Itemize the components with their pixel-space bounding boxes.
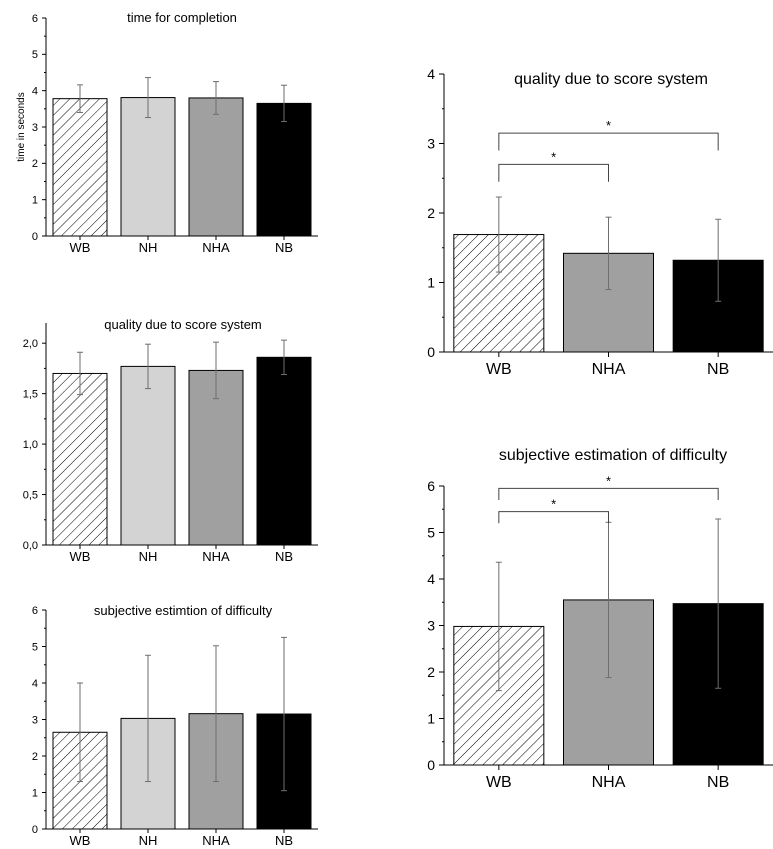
chart-plot-area: 0 1 2 3 4 WB NHA NB * *	[427, 66, 773, 378]
chart-difficulty-large: subjective estimation of difficulty 0 1 2 3…	[427, 447, 773, 791]
x-tick-label: NH	[139, 240, 158, 255]
x-tick-label: NHA	[592, 774, 626, 791]
x-tick-label: NB	[275, 833, 293, 848]
y-tick-label: 1,0	[23, 439, 38, 451]
y-tick-label: 0	[32, 824, 38, 836]
y-tick-label: 3	[427, 135, 435, 151]
significance-marker: *	[606, 473, 611, 488]
x-tick-label: NHA	[202, 240, 230, 255]
y-tick-label: 0	[427, 344, 435, 360]
y-tick-label: 2	[427, 205, 435, 221]
x-tick-label: NB	[707, 774, 729, 791]
x-tick-label: NB	[707, 361, 729, 378]
y-tick-label: 1	[427, 710, 435, 726]
x-tick-label: NB	[275, 549, 293, 564]
x-tick-label: WB	[486, 361, 512, 378]
y-tick-label: 6	[32, 605, 38, 617]
y-tick-label: 0	[427, 757, 435, 773]
x-tick-label: WB	[70, 240, 91, 255]
y-tick-label: 2	[32, 751, 38, 763]
x-tick-label: NB	[275, 240, 293, 255]
y-tick-label: 3	[32, 714, 38, 726]
chart-quality-small: quality due to score system 0,0 0,5 1,0 1,5…	[23, 317, 318, 564]
y-tick-label: 4	[32, 678, 38, 690]
significance-bracket	[498, 163, 609, 182]
y-tick-label: 2	[427, 664, 435, 680]
x-tick-label: NHA	[202, 833, 230, 848]
chart-time-for-completion: time for completion time in seconds 0 1 2 3…	[16, 10, 318, 255]
y-tick-label: 3	[427, 617, 435, 633]
bar-nh	[120, 365, 176, 546]
bar-nha	[188, 369, 244, 546]
y-tick-label: 4	[32, 86, 38, 98]
chart-plot-area: 0,0 0,5 1,0 1,5 2,0 WB NH NHA NB	[23, 323, 318, 564]
y-tick-label: 0,5	[23, 489, 38, 501]
y-tick-label: 4	[427, 66, 435, 82]
x-tick-label: NH	[139, 833, 158, 848]
chart-plot-area: 0 1 2 3 4 5 6 WB NH NHA NB	[32, 13, 318, 255]
y-tick-label: 5	[427, 524, 435, 540]
chart-title: time for completion	[127, 10, 237, 25]
chart-plot-area: 0 1 2 3 4 5 6 WB NHA NB * *	[427, 473, 773, 791]
y-axis-label: time in seconds	[16, 92, 27, 161]
y-tick-label: 4	[427, 571, 435, 587]
significance-marker: *	[551, 497, 556, 512]
significance-marker: *	[606, 118, 611, 133]
chart-quality-large: quality due to score system 0 1 2 3 4 WB NHA NB…	[427, 66, 773, 378]
x-tick-label: NH	[139, 549, 158, 564]
x-tick-label: WB	[486, 774, 512, 791]
chart-difficulty-small: subjective estimtion of difficulty 0 1 2 3 4…	[32, 603, 318, 848]
significance-marker: *	[551, 149, 556, 164]
y-tick-label: 6	[32, 13, 38, 25]
y-tick-label: 1,5	[23, 388, 38, 400]
y-tick-label: 3	[32, 122, 38, 134]
x-tick-label: NHA	[592, 361, 626, 378]
significance-bracket	[498, 487, 719, 500]
bar-nha	[188, 97, 244, 237]
y-tick-label: 5	[32, 641, 38, 653]
y-tick-label: 0,0	[23, 540, 38, 552]
y-tick-label: 5	[32, 49, 38, 61]
x-tick-label: WB	[70, 549, 91, 564]
y-tick-label: 1	[427, 274, 435, 290]
chart-title: quality due to score system	[514, 71, 708, 88]
bar-nb	[256, 102, 312, 237]
chart-title: quality due to score system	[104, 317, 262, 332]
chart-plot-area: 0 1 2 3 4 5 6 WB NH NHA NB	[32, 605, 318, 848]
y-tick-label: 1	[32, 787, 38, 799]
significance-bracket	[498, 132, 719, 151]
x-tick-label: WB	[70, 833, 91, 848]
x-tick-label: NHA	[202, 549, 230, 564]
chart-title: subjective estimation of difficulty	[499, 447, 727, 464]
bar-wb	[52, 98, 108, 237]
bar-nb	[256, 356, 312, 546]
bar-nh	[120, 97, 176, 237]
y-tick-label: 2	[32, 158, 38, 170]
y-tick-label: 6	[427, 478, 435, 494]
bar-wb	[52, 372, 108, 546]
y-tick-label: 0	[32, 231, 38, 243]
y-tick-label: 1	[32, 195, 38, 207]
chart-title: subjective estimtion of difficulty	[94, 603, 273, 618]
significance-bracket	[498, 511, 609, 524]
y-tick-label: 2,0	[23, 338, 38, 350]
